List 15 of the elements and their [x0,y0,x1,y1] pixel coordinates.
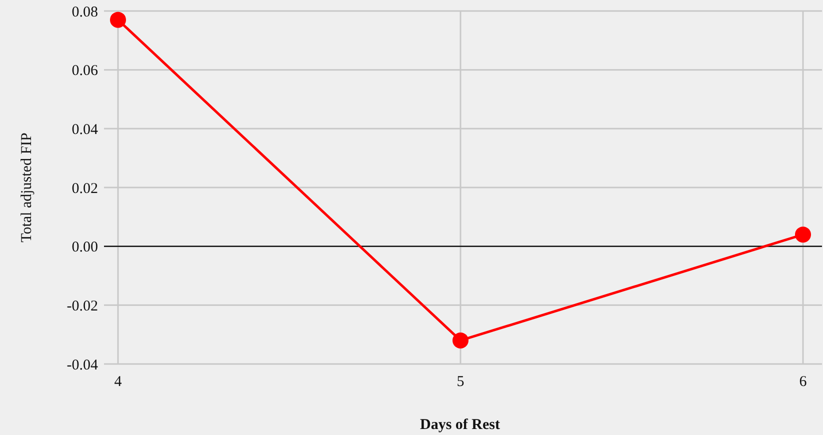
point [452,332,468,348]
x-tick-label: 5 [456,374,464,390]
y-tick-label: 0.04 [72,122,98,138]
point [795,226,811,243]
y-axis-title: Total adjusted FIP [19,132,35,242]
y-tick-label: -0.04 [66,357,98,374]
y-tick-label: 0.00 [72,240,98,256]
y-tick-label: 0.02 [72,180,98,197]
point [110,12,126,28]
y-tick-label: -0.02 [66,298,98,314]
y-tick-label: 0.08 [72,4,98,20]
x-axis-title: Days of Rest [420,417,500,433]
x-tick-label: 6 [799,374,808,390]
y-tick-label: 0.06 [72,63,98,80]
x-tick-label: 4 [114,374,122,390]
